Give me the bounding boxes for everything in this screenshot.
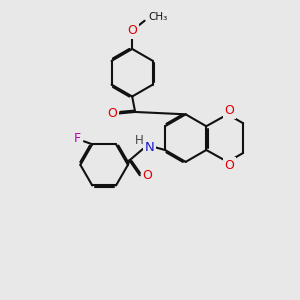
- Text: O: O: [127, 24, 137, 37]
- Text: N: N: [145, 140, 155, 154]
- Text: CH₃: CH₃: [148, 12, 168, 22]
- Text: O: O: [224, 159, 234, 172]
- Text: O: O: [142, 169, 152, 182]
- Text: O: O: [107, 107, 117, 120]
- Text: H: H: [135, 134, 144, 147]
- Text: F: F: [74, 132, 81, 146]
- Text: O: O: [224, 104, 234, 117]
